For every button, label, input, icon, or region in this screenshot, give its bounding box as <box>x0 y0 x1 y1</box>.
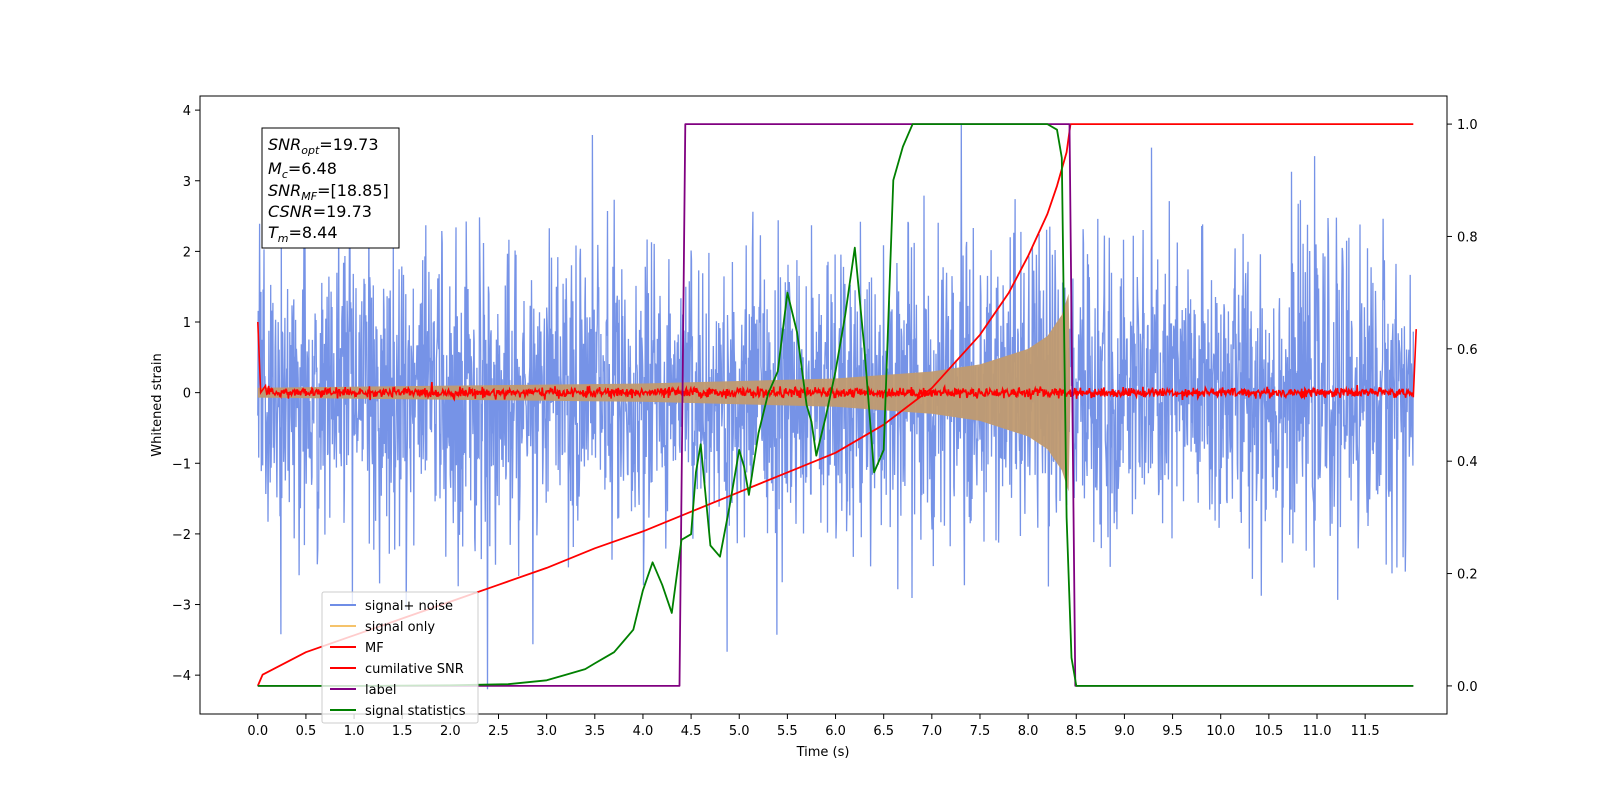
x-tick-label: 2.0 <box>440 724 461 739</box>
y-tick-label: 1 <box>183 316 191 331</box>
x-tick-label: 9.0 <box>1114 724 1135 739</box>
x-tick-label: 4.0 <box>633 724 654 739</box>
x-tick-label: 6.5 <box>873 724 894 739</box>
x-tick-label: 2.5 <box>488 724 509 739</box>
x-tick-label: 8.5 <box>1066 724 1087 739</box>
y-tick-label: −1 <box>172 457 191 472</box>
x-tick-label: 3.5 <box>584 724 605 739</box>
ticks: 0.0 0.5 1.0 1.5 2.0 2.5 3.0 3.5 4.0 4.5 5.0 5.5 6.0 6… <box>172 104 1478 739</box>
legend-entry: signal only <box>365 620 435 635</box>
x-tick-label: 10.0 <box>1206 724 1235 739</box>
y-tick-label: 3 <box>183 175 191 190</box>
x-tick-label: 1.5 <box>392 724 413 739</box>
y-tick-label: −4 <box>172 669 191 684</box>
x-tick-label: 6.0 <box>825 724 846 739</box>
y2-tick-label: 0.4 <box>1457 455 1478 470</box>
x-axis-label: Time (s) <box>796 745 850 760</box>
x-tick-label: 7.0 <box>921 724 942 739</box>
series-signal-statistics <box>257 123 1414 687</box>
x-tick-label: 1.0 <box>344 724 365 739</box>
x-tick-label: 5.0 <box>729 724 750 739</box>
series-mf <box>257 321 1417 402</box>
y2-tick-label: 0.6 <box>1457 343 1478 358</box>
y-tick-label: 2 <box>183 245 191 260</box>
annotation-snr-opt: SNRopt=19.73 <box>268 135 379 157</box>
annotation-tm: Tm=8.44 <box>268 223 338 245</box>
y-tick-label: 0 <box>183 387 191 402</box>
x-tick-label: 4.5 <box>681 724 702 739</box>
y2-tick-label: 0.0 <box>1457 680 1478 695</box>
y-tick-label: −2 <box>172 528 191 543</box>
x-tick-label: 7.5 <box>970 724 991 739</box>
legend-entry: signal statistics <box>365 704 466 719</box>
x-tick-label: 8.0 <box>1018 724 1039 739</box>
x-tick-label: 11.0 <box>1303 724 1332 739</box>
y-tick-label: −3 <box>172 599 191 614</box>
x-tick-label: 11.5 <box>1351 724 1380 739</box>
y-tick-label: 4 <box>183 104 191 119</box>
y-axis-label: Whitened strain <box>150 353 165 456</box>
y2-tick-label: 0.8 <box>1457 230 1478 245</box>
legend-entry: MF <box>365 641 384 656</box>
legend: signal+ noise signal only MF cumilative SNR… <box>321 591 479 724</box>
annotation-csnr: CSNR=19.73 <box>268 202 372 221</box>
x-tick-label: 0.0 <box>247 724 268 739</box>
x-tick-label: 9.5 <box>1162 724 1183 739</box>
annotation-box: SNRopt=19.73 Mc=6.48 SNRMF=[18.85] CSNR=… <box>261 127 400 249</box>
y2-tick-label: 0.2 <box>1457 568 1478 583</box>
annotation-mc: Mc=6.48 <box>268 159 337 181</box>
legend-entry: signal+ noise <box>365 599 453 614</box>
y2-tick-label: 1.0 <box>1457 118 1478 133</box>
x-tick-label: 3.0 <box>536 724 557 739</box>
legend-entry: label <box>365 683 396 698</box>
x-tick-label: 0.5 <box>296 724 317 739</box>
annotation-snr-mf: SNRMF=[18.85] <box>268 181 389 203</box>
legend-entry: cumilative SNR <box>365 662 464 677</box>
x-tick-label: 10.5 <box>1254 724 1283 739</box>
axes-frame <box>199 95 1448 715</box>
x-tick-label: 5.5 <box>777 724 798 739</box>
